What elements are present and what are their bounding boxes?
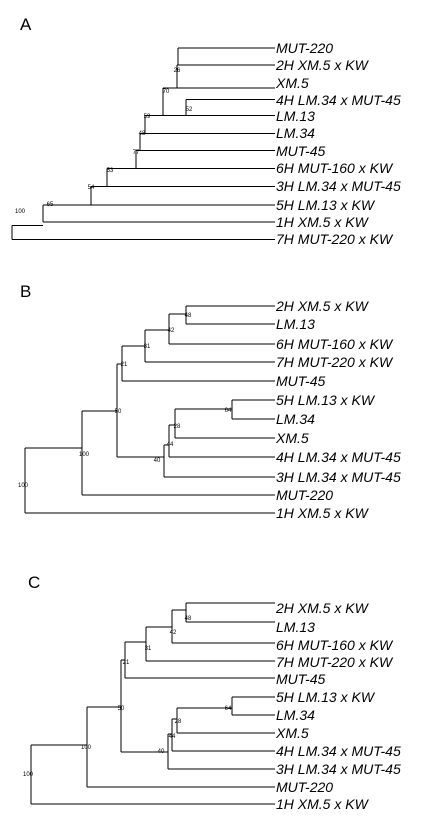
leaf-label: XM.5 <box>275 725 309 741</box>
bootstrap-value: 100 <box>23 772 34 778</box>
bootstrap-value: 100 <box>79 452 90 458</box>
leaf-label: XM.5 <box>275 430 309 446</box>
leaf-label: 3H LM.34 x MUT-45 <box>276 761 401 777</box>
leaf-label: LM.34 <box>276 707 315 723</box>
bootstrap-value: 40 <box>158 749 165 755</box>
bootstrap-value: 59 <box>144 114 151 120</box>
leaf-label: 7H MUT-220 x KW <box>276 354 394 370</box>
bootstrap-value: 100 <box>18 483 29 489</box>
bootstrap-value: 70 <box>163 89 170 95</box>
leaf-label: 4H LM.34 x MUT-45 <box>276 449 401 465</box>
leaf-label: LM.13 <box>276 619 315 635</box>
tree-a-branches <box>11 47 275 240</box>
bootstrap-value: 26 <box>174 68 181 74</box>
leaf-label: LM.34 <box>276 125 315 141</box>
bootstrap-value: 42 <box>170 630 177 636</box>
leaf-label: 1H XM.5 x KW <box>276 214 370 230</box>
leaf-label: 5H LM.13 x KW <box>276 689 376 705</box>
leaf-label: 6H MUT-160 x KW <box>276 336 394 352</box>
leaf-label: XM.5 <box>275 75 309 91</box>
leaf-label: 1H XM.5 x KW <box>276 796 370 812</box>
bootstrap-value: 77 <box>133 150 140 156</box>
leaf-label: LM.34 <box>276 411 315 427</box>
leaf-label: LM.13 <box>276 316 315 332</box>
leaf-label: 2H XM.5 x KW <box>275 298 370 314</box>
panel-label-b: B <box>20 282 31 301</box>
bootstrap-value: 50 <box>115 409 122 415</box>
leaf-label: 5H LM.13 x KW <box>276 392 376 408</box>
bootstrap-value: 54 <box>88 185 95 191</box>
leaf-label: 3H LM.34 x MUT-45 <box>276 178 401 194</box>
leaf-label: 4H LM.34 x MUT-45 <box>276 743 401 759</box>
tree-c-branches <box>30 602 275 805</box>
leaf-label: 4H LM.34 x MUT-45 <box>276 92 401 108</box>
bootstrap-value: 53 <box>107 168 114 174</box>
bootstrap-value: 48 <box>139 131 146 137</box>
leaf-label: MUT-220 <box>276 487 333 503</box>
bootstrap-value: 42 <box>168 328 175 334</box>
bootstrap-value: 21 <box>121 362 128 368</box>
leaf-label: 5H LM.13 x KW <box>276 197 376 213</box>
leaf-label: 6H MUT-160 x KW <box>276 160 394 176</box>
bootstrap-value: 100 <box>81 745 92 751</box>
leaf-label: MUT-220 <box>276 779 333 795</box>
leaf-label: MUT-45 <box>276 373 325 389</box>
bootstrap-value: 28 <box>174 424 181 430</box>
leaf-label: 2H XM.5 x KW <box>275 600 370 616</box>
leaf-label: 7H MUT-220 x KW <box>276 654 394 670</box>
panel-label-c: C <box>28 573 40 592</box>
panel-label-a: A <box>20 15 32 34</box>
bootstrap-value: 28 <box>175 719 182 725</box>
bootstrap-value: 52 <box>186 107 193 113</box>
bootstrap-value: 100 <box>15 209 26 215</box>
bootstrap-value: 44 <box>169 734 176 740</box>
leaf-label: 3H LM.34 x MUT-45 <box>276 469 401 485</box>
leaf-label: 6H MUT-160 x KW <box>276 637 394 653</box>
bootstrap-value: 48 <box>185 313 192 319</box>
tree-panel-c: C 100 100 50 21 31 42 48 40 44 28 64 2H … <box>23 573 401 812</box>
bootstrap-value: 50 <box>118 706 125 712</box>
tree-panel-b: B 100 100 50 21 31 42 48 40 44 28 64 2H … <box>18 282 401 521</box>
leaf-label: LM.13 <box>276 108 315 124</box>
leaf-label: MUT-45 <box>276 143 325 159</box>
bootstrap-value: 64 <box>225 408 232 414</box>
tree-b-branches <box>24 305 275 514</box>
bootstrap-value: 64 <box>225 706 232 712</box>
tree-panel-a: A 100 65 54 53 77 48 59 70 52 26 MUT-220… <box>11 15 401 247</box>
leaf-label: 7H MUT-220 x KW <box>276 231 394 247</box>
bootstrap-value: 31 <box>144 344 151 350</box>
leaf-label: MUT-220 <box>276 40 333 56</box>
leaf-label: MUT-45 <box>276 671 325 687</box>
bootstrap-value: 44 <box>167 442 174 448</box>
bootstrap-value: 48 <box>185 616 192 622</box>
bootstrap-value: 31 <box>145 646 152 652</box>
leaf-label: 1H XM.5 x KW <box>276 505 370 521</box>
bootstrap-value: 40 <box>154 458 161 464</box>
leaf-label: 2H XM.5 x KW <box>275 57 370 73</box>
bootstrap-value: 65 <box>47 202 54 208</box>
bootstrap-value: 21 <box>123 660 130 666</box>
